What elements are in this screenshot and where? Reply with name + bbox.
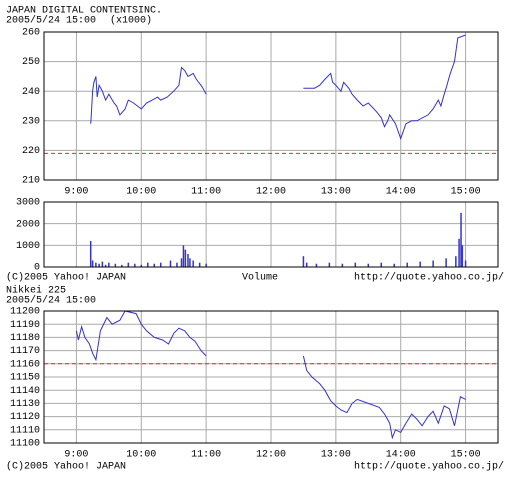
x-tick-label: 10:00 — [126, 187, 156, 198]
volume-bar — [153, 263, 156, 267]
panel-title: Volume — [242, 272, 278, 284]
volume-bar — [192, 260, 194, 267]
volume-bar — [176, 262, 178, 267]
price-line — [90, 34, 466, 141]
volume-bar — [127, 262, 130, 267]
x-tick-label: 12:00 — [256, 450, 286, 461]
url: http://quote.yahoo.co.jp/ — [354, 461, 504, 473]
x-tick-label: 13:00 — [321, 187, 351, 198]
volume-bar — [341, 263, 344, 267]
volume-bar — [189, 258, 191, 267]
x-tick-label: 10:00 — [126, 450, 156, 461]
x-tick-label: 15:00 — [451, 187, 481, 198]
volume-bar — [205, 263, 207, 267]
volume-bar — [458, 238, 460, 267]
volume-bar — [445, 258, 447, 267]
volume-bar — [184, 249, 187, 267]
y-tick-label: 210 — [22, 176, 40, 187]
x-tick-label: 13:00 — [321, 450, 351, 461]
y-tick-label: 11130 — [10, 399, 40, 410]
y-tick-label: 220 — [22, 146, 40, 157]
y-tick-label: 11100 — [10, 439, 40, 450]
plot-frame — [43, 310, 499, 444]
x-tick-label: 9:00 — [64, 187, 88, 198]
volume-bar — [461, 245, 464, 267]
x-tick-label: 14:00 — [386, 450, 416, 461]
volume-bar — [302, 256, 305, 267]
y-tick-label: 260 — [22, 28, 40, 39]
volume-bar — [114, 263, 117, 267]
x-tick-label: 15:00 — [451, 450, 481, 461]
volume-bar — [182, 245, 185, 267]
y-tick-label: 0 — [34, 263, 40, 274]
credit: (C)2005 Yahoo! JAPAN — [6, 461, 126, 473]
volume-bar — [104, 264, 107, 267]
volume-bar — [419, 261, 421, 267]
volume-bar — [108, 262, 110, 267]
chart-title: JAPAN DIGITAL CONTENTSINC. — [6, 6, 162, 17]
volume-bar — [140, 264, 143, 267]
y-tick-label: 11140 — [10, 386, 40, 397]
volume-bar — [169, 260, 172, 267]
y-tick-label: 2000 — [16, 219, 40, 230]
y-tick-label: 230 — [22, 116, 40, 127]
plot-frame — [43, 31, 499, 181]
volume-bar — [455, 256, 457, 267]
volume-bar — [89, 241, 92, 267]
volume-bar — [432, 260, 434, 267]
y-tick-label: 11170 — [10, 346, 40, 357]
volume-bar — [393, 263, 395, 267]
volume-bar — [159, 262, 162, 267]
y-tick-label: 11200 — [10, 307, 40, 318]
volume-bar — [406, 262, 408, 267]
volume-bar — [328, 262, 331, 267]
x-tick-label: 14:00 — [386, 187, 416, 198]
y-tick-label: 3000 — [16, 198, 40, 209]
price-line — [75, 310, 466, 440]
volume-bar — [315, 263, 318, 267]
volume-bar — [198, 262, 201, 267]
volume-bar — [101, 261, 104, 267]
y-tick-label: 11190 — [10, 320, 40, 331]
volume-bar — [134, 263, 136, 267]
x-tick-label: 12:00 — [256, 187, 286, 198]
volume-bar — [187, 254, 189, 267]
y-tick-label: 240 — [22, 87, 40, 98]
volume-bar — [95, 262, 97, 267]
x-tick-label: 11:00 — [191, 450, 221, 461]
url: http://quote.yahoo.co.jp/ — [354, 272, 504, 284]
chart-subtitle: 2005/5/24 15:00 — [6, 295, 96, 307]
volume-bar — [98, 263, 100, 267]
chart-title: Nikkei 225 — [6, 285, 66, 297]
x-tick-label: 11:00 — [191, 187, 221, 198]
y-tick-label: 11110 — [10, 425, 40, 436]
plot-frame — [43, 201, 499, 268]
volume-bar — [91, 260, 94, 267]
volume-bar — [147, 262, 149, 267]
volume-bar — [380, 262, 383, 267]
volume-bar — [464, 260, 467, 267]
y-tick-label: 11120 — [10, 412, 40, 423]
volume-bar — [460, 212, 462, 267]
volume-bar — [121, 264, 123, 267]
y-tick-label: 11150 — [10, 373, 40, 384]
y-tick-label: 11180 — [10, 333, 40, 344]
chart-subtitle: 2005/5/24 15:00 — [6, 15, 96, 27]
x-tick-label: 9:00 — [64, 450, 88, 461]
volume-bar — [367, 263, 370, 267]
y-tick-label: 250 — [22, 57, 40, 68]
unit-note: (x1000) — [110, 15, 152, 27]
y-tick-label: 11160 — [10, 359, 40, 370]
volume-bar — [305, 262, 308, 267]
volume-bar — [354, 262, 357, 267]
y-tick-label: 1000 — [16, 241, 40, 252]
credit: (C)2005 Yahoo! JAPAN — [6, 272, 126, 284]
volume-bar — [180, 258, 183, 267]
